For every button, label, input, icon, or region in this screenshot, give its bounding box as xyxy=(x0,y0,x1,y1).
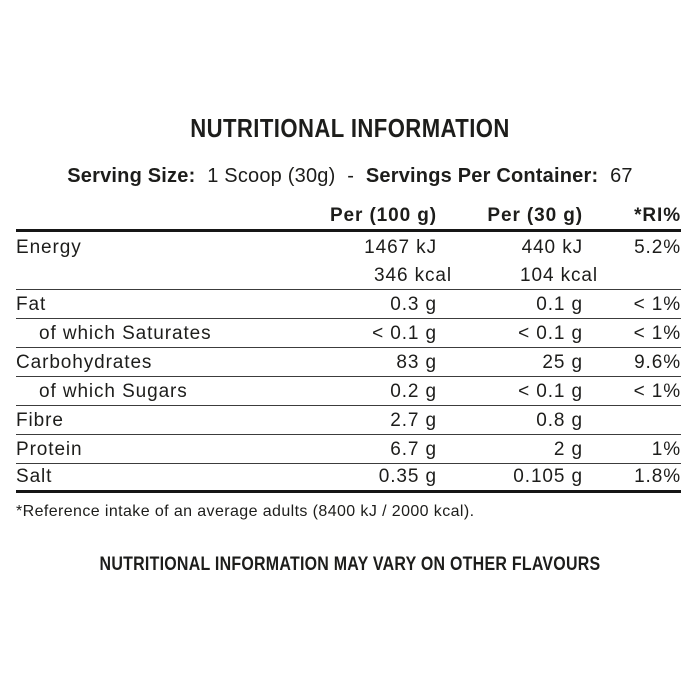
value-per-30g: < 0.1 g xyxy=(518,380,583,402)
reference-intake-footnote: *Reference intake of an average adults (… xyxy=(16,502,475,520)
row-label: Salt xyxy=(16,465,53,487)
servings-per-container-label: Servings Per Container: xyxy=(365,164,599,187)
servings-per-container-value: 67 xyxy=(610,164,633,187)
value-per-100g: < 0.1 g xyxy=(372,322,437,344)
nutrition-table: Per (100 g) Per (30 g) *RI% Energy 1467 … xyxy=(16,202,681,493)
table-row-salt: Salt 0.35 g 0.105 g 1.8% xyxy=(16,464,681,493)
value-per-100g: 1467 kJ xyxy=(364,236,437,258)
row-label: Fat xyxy=(16,293,47,315)
table-row-protein: Protein 6.7 g 2 g 1% xyxy=(16,435,681,464)
value-ri: < 1% xyxy=(633,293,681,315)
header-per-100g: Per (100 g) xyxy=(329,204,437,226)
row-label: of which Saturates xyxy=(39,322,212,344)
header-nutrient xyxy=(16,225,306,229)
value-ri: 1.8% xyxy=(634,465,681,487)
value-ri: 1% xyxy=(651,438,681,460)
row-label: of which Sugars xyxy=(39,380,188,402)
table-row-energy-kj: Energy 1467 kJ 440 kJ 5.2% xyxy=(16,232,681,261)
value-per-30g: 25 g xyxy=(542,351,583,373)
value-per-30g: 0.105 g xyxy=(513,465,583,487)
value-ri: < 1% xyxy=(633,322,681,344)
table-row-fat: Fat 0.3 g 0.1 g < 1% xyxy=(16,290,681,319)
value-per-30g: 2 g xyxy=(553,438,583,460)
value-per-100g: 346 kcal xyxy=(374,264,452,286)
header-per-30g: Per (30 g) xyxy=(487,204,583,226)
value-ri: 9.6% xyxy=(634,351,681,373)
value-per-30g: 0.1 g xyxy=(536,293,583,315)
serving-size-value: 1 Scoop (30g) xyxy=(207,164,336,187)
value-ri xyxy=(583,430,681,434)
value-per-30g: 440 kJ xyxy=(521,236,583,258)
table-header-row: Per (100 g) Per (30 g) *RI% xyxy=(16,202,681,232)
row-label: Protein xyxy=(16,438,83,460)
value-per-100g: 0.35 g xyxy=(378,465,437,487)
value-ri: 5.2% xyxy=(634,236,681,258)
value-ri: < 1% xyxy=(633,380,681,402)
value-per-30g: < 0.1 g xyxy=(518,322,583,344)
flavour-disclaimer: NUTRITIONAL INFORMATION MAY VARY ON OTHE… xyxy=(99,553,601,575)
row-label xyxy=(16,285,306,289)
header-ri-percent: *RI% xyxy=(634,204,681,226)
value-per-100g: 0.2 g xyxy=(390,380,437,402)
value-per-100g: 2.7 g xyxy=(390,409,437,431)
value-per-30g: 0.8 g xyxy=(536,409,583,431)
serving-separator: - xyxy=(347,164,355,187)
row-label: Carbohydrates xyxy=(16,351,153,373)
table-row-sugars: of which Sugars 0.2 g < 0.1 g < 1% xyxy=(16,377,681,406)
table-row-carbohydrates: Carbohydrates 83 g 25 g 9.6% xyxy=(16,348,681,377)
value-per-30g: 104 kcal xyxy=(520,264,598,286)
row-label: Energy xyxy=(16,236,82,258)
table-row-saturates: of which Saturates < 0.1 g < 0.1 g < 1% xyxy=(16,319,681,348)
value-per-100g: 0.3 g xyxy=(390,293,437,315)
row-label: Fibre xyxy=(16,409,64,431)
table-row-energy-kcal: 346 kcal 104 kcal xyxy=(16,261,681,290)
table-row-fibre: Fibre 2.7 g 0.8 g xyxy=(16,406,681,435)
serving-size-label: Serving Size: xyxy=(67,164,196,187)
value-per-100g: 6.7 g xyxy=(390,438,437,460)
value-per-100g: 83 g xyxy=(396,351,437,373)
serving-info: Serving Size: 1 Scoop (30g) - Servings P… xyxy=(0,164,700,188)
page-title: NUTRITIONAL INFORMATION xyxy=(190,113,510,143)
